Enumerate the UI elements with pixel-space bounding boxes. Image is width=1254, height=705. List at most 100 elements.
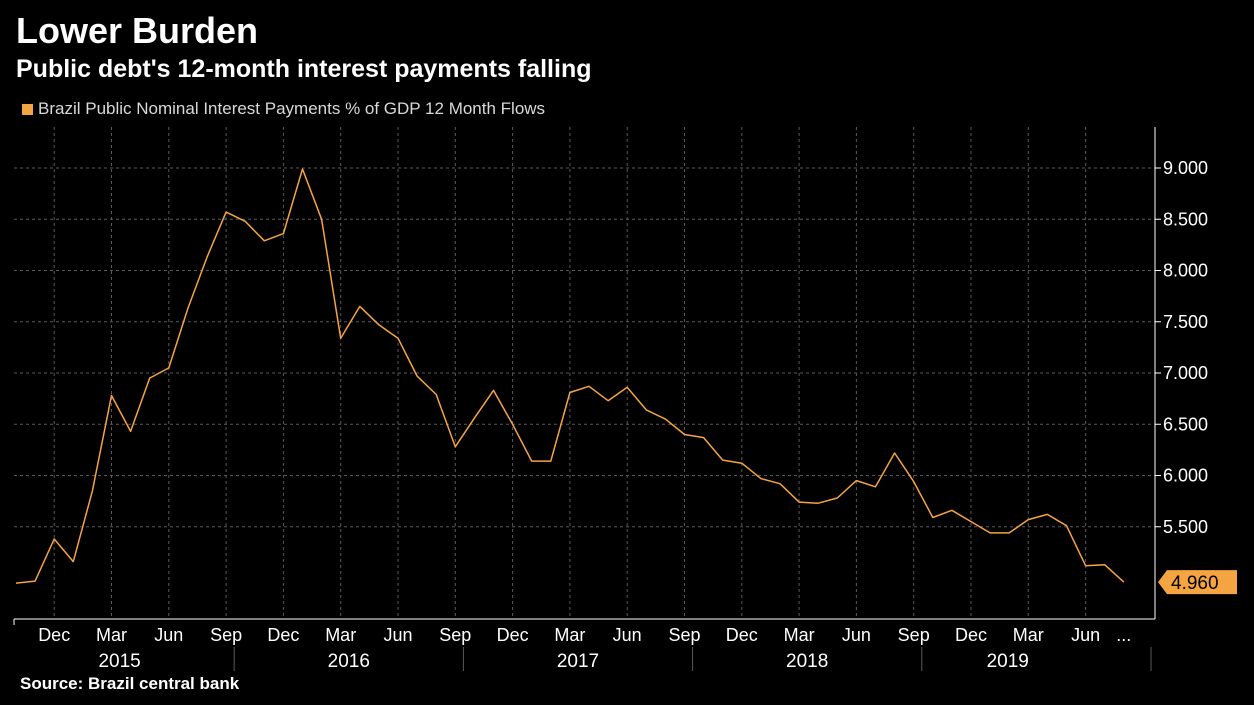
data-point bbox=[244, 220, 246, 222]
x-tick-label: Mar bbox=[784, 625, 815, 645]
x-tick-label: Jun bbox=[383, 625, 412, 645]
data-point bbox=[493, 389, 495, 391]
x-tick-label: Jun bbox=[613, 625, 642, 645]
last-value-badge bbox=[1158, 570, 1237, 595]
data-point bbox=[321, 218, 323, 220]
x-tick-label: Sep bbox=[898, 625, 930, 645]
data-point bbox=[359, 305, 361, 307]
data-point bbox=[664, 418, 666, 420]
data-point bbox=[263, 240, 265, 242]
data-point bbox=[149, 377, 151, 379]
chart-subtitle: Public debt's 12-month interest payments… bbox=[16, 55, 592, 83]
data-point bbox=[53, 538, 55, 540]
data-point bbox=[569, 391, 571, 393]
data-point bbox=[91, 490, 93, 492]
data-point bbox=[684, 434, 686, 436]
y-tick-label: 6.000 bbox=[1163, 466, 1208, 486]
data-point bbox=[512, 423, 514, 425]
x-tick-label: ... bbox=[1116, 625, 1131, 645]
data-point bbox=[970, 521, 972, 523]
data-point bbox=[15, 582, 17, 584]
y-tick-label: 9.000 bbox=[1163, 158, 1208, 178]
data-point bbox=[1104, 564, 1106, 566]
data-point bbox=[894, 452, 896, 454]
x-tick-label: Dec bbox=[497, 625, 529, 645]
data-point bbox=[1066, 525, 1068, 527]
data-point bbox=[741, 462, 743, 464]
data-point bbox=[225, 211, 227, 213]
chart-title: Lower Burden bbox=[16, 10, 259, 51]
data-point bbox=[817, 502, 819, 504]
data-point bbox=[760, 478, 762, 480]
data-point bbox=[989, 532, 991, 534]
data-point bbox=[645, 409, 647, 411]
legend-label: Brazil Public Nominal Interest Payments … bbox=[38, 99, 546, 118]
legend-swatch bbox=[22, 103, 33, 115]
y-tick-label: 8.500 bbox=[1163, 209, 1208, 229]
series-line bbox=[15, 168, 1125, 584]
data-point bbox=[531, 460, 533, 462]
data-point bbox=[626, 386, 628, 388]
x-tick-label: Sep bbox=[668, 625, 700, 645]
data-point bbox=[473, 417, 475, 419]
x-tick-label: Sep bbox=[439, 625, 471, 645]
y-tick-label: 7.500 bbox=[1163, 312, 1208, 332]
data-point bbox=[703, 437, 705, 439]
data-point bbox=[187, 307, 189, 309]
x-tick-label: Dec bbox=[267, 625, 299, 645]
data-point bbox=[416, 375, 418, 377]
data-point bbox=[875, 486, 877, 488]
data-point bbox=[130, 430, 132, 432]
data-point bbox=[206, 256, 208, 258]
y-tick-label: 5.500 bbox=[1163, 517, 1208, 537]
data-point bbox=[951, 509, 953, 511]
data-point bbox=[378, 324, 380, 326]
x-tick-label: Dec bbox=[38, 625, 70, 645]
x-tick-label: Jun bbox=[154, 625, 183, 645]
data-point bbox=[1008, 532, 1010, 534]
x-tick-label: Sep bbox=[210, 625, 242, 645]
year-label: 2018 bbox=[786, 651, 828, 672]
data-point bbox=[607, 400, 609, 402]
data-point bbox=[34, 580, 36, 582]
data-point bbox=[454, 446, 456, 448]
x-tick-label: Jun bbox=[842, 625, 871, 645]
y-tick-label: 8.000 bbox=[1163, 261, 1208, 281]
source-note: Source: Brazil central bank bbox=[20, 674, 240, 693]
x-tick-label: Jun bbox=[1071, 625, 1100, 645]
x-tick-label: Dec bbox=[955, 625, 987, 645]
data-point bbox=[779, 483, 781, 485]
data-point bbox=[932, 517, 934, 519]
y-tick-label: 7.000 bbox=[1163, 363, 1208, 383]
data-point bbox=[340, 337, 342, 339]
data-point bbox=[1085, 565, 1087, 567]
data-point bbox=[168, 367, 170, 369]
year-label: 2016 bbox=[328, 651, 370, 672]
year-label: 2015 bbox=[98, 651, 140, 672]
data-point bbox=[550, 460, 552, 462]
data-point bbox=[72, 561, 74, 563]
data-point bbox=[302, 168, 304, 170]
data-point bbox=[1046, 513, 1048, 515]
data-point bbox=[836, 497, 838, 499]
x-tick-label: Mar bbox=[554, 625, 585, 645]
data-point bbox=[855, 480, 857, 482]
data-point bbox=[798, 501, 800, 503]
data-point bbox=[397, 337, 399, 339]
data-point bbox=[435, 394, 437, 396]
data-point bbox=[1123, 581, 1125, 583]
data-point bbox=[913, 481, 915, 483]
data-point bbox=[588, 385, 590, 387]
last-value-label: 4.960 bbox=[1171, 573, 1219, 594]
x-tick-label: Mar bbox=[325, 625, 356, 645]
year-label: 2019 bbox=[987, 651, 1029, 672]
year-label: 2017 bbox=[557, 651, 599, 672]
legend: Brazil Public Nominal Interest Payments … bbox=[22, 98, 545, 120]
x-tick-label: Dec bbox=[726, 625, 758, 645]
data-point bbox=[722, 459, 724, 461]
data-point bbox=[1027, 519, 1029, 521]
data-point bbox=[111, 395, 113, 397]
x-tick-label: Mar bbox=[96, 625, 127, 645]
data-point bbox=[282, 233, 284, 235]
